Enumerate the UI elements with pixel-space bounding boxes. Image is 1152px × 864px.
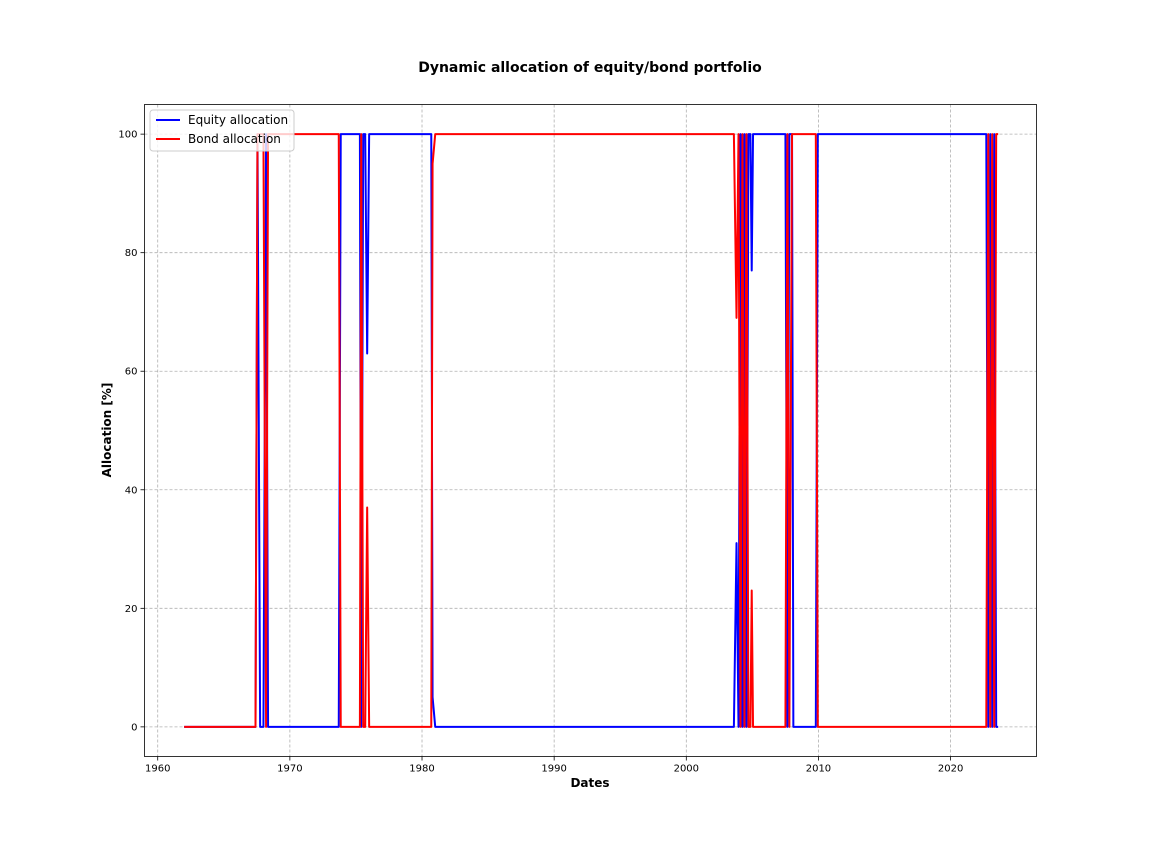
x-tick-label: 2010 [806, 764, 831, 775]
series-line-bond [184, 133, 999, 728]
x-tick-label: 2000 [674, 764, 699, 775]
y-tick-label: 60 [125, 367, 138, 378]
x-tick-label: 1960 [145, 764, 170, 775]
y-tick-label: 0 [131, 722, 137, 733]
y-tick-label: 20 [125, 604, 138, 615]
plot-frame [144, 104, 1037, 757]
x-axis-label: Dates [570, 776, 609, 790]
y-tick-label: 80 [125, 248, 138, 259]
legend-label-bond: Bond allocation [188, 132, 281, 146]
legend-label-equity: Equity allocation [188, 113, 288, 127]
x-tick-label: 1990 [541, 764, 566, 775]
series-line-equity [184, 133, 999, 728]
y-axis: 0 20 40 60 80 100 [118, 130, 145, 733]
chart-title: Dynamic allocation of equity/bond portfo… [418, 60, 762, 76]
x-tick-label: 1980 [409, 764, 434, 775]
y-axis-label: Allocation [%] [100, 383, 114, 478]
y-tick-label: 40 [125, 485, 138, 496]
y-tick-label: 100 [118, 130, 137, 141]
legend: Equity allocation Bond allocation [149, 109, 295, 152]
grid [144, 104, 1037, 757]
series-layer [184, 133, 999, 728]
x-tick-label: 2020 [938, 764, 963, 775]
legend-box [149, 109, 295, 152]
x-axis: 1960 1970 1980 1990 2000 2010 2020 [145, 756, 963, 775]
x-tick-label: 1970 [277, 764, 302, 775]
